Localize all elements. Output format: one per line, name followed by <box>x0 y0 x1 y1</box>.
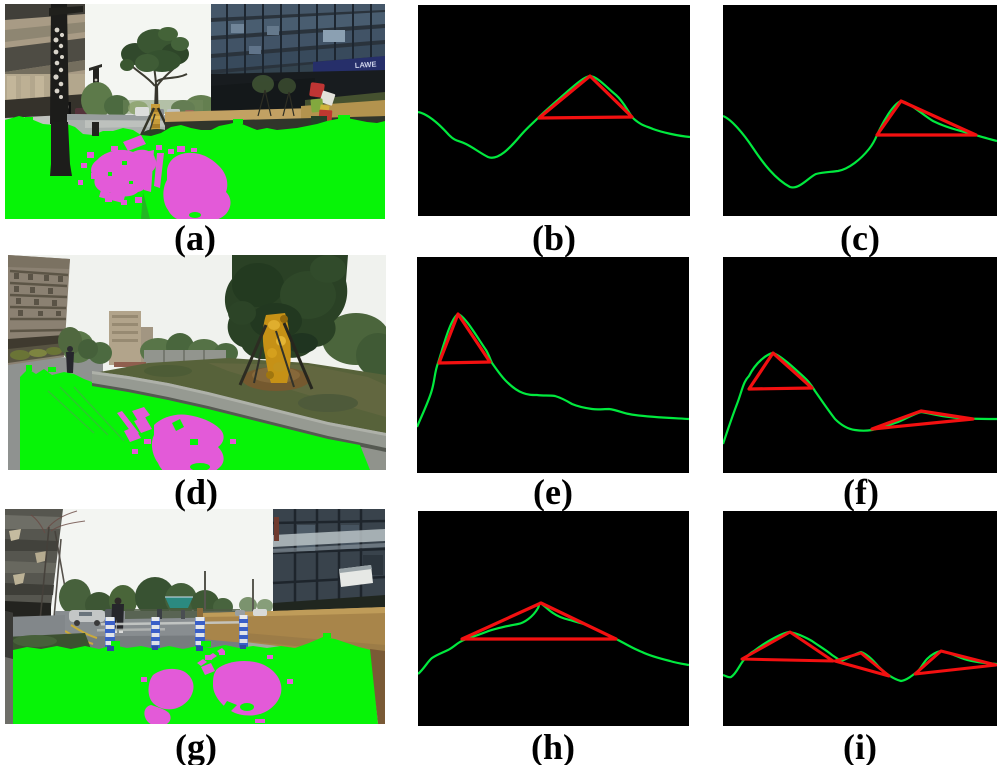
svg-text:LAWE: LAWE <box>355 60 377 70</box>
